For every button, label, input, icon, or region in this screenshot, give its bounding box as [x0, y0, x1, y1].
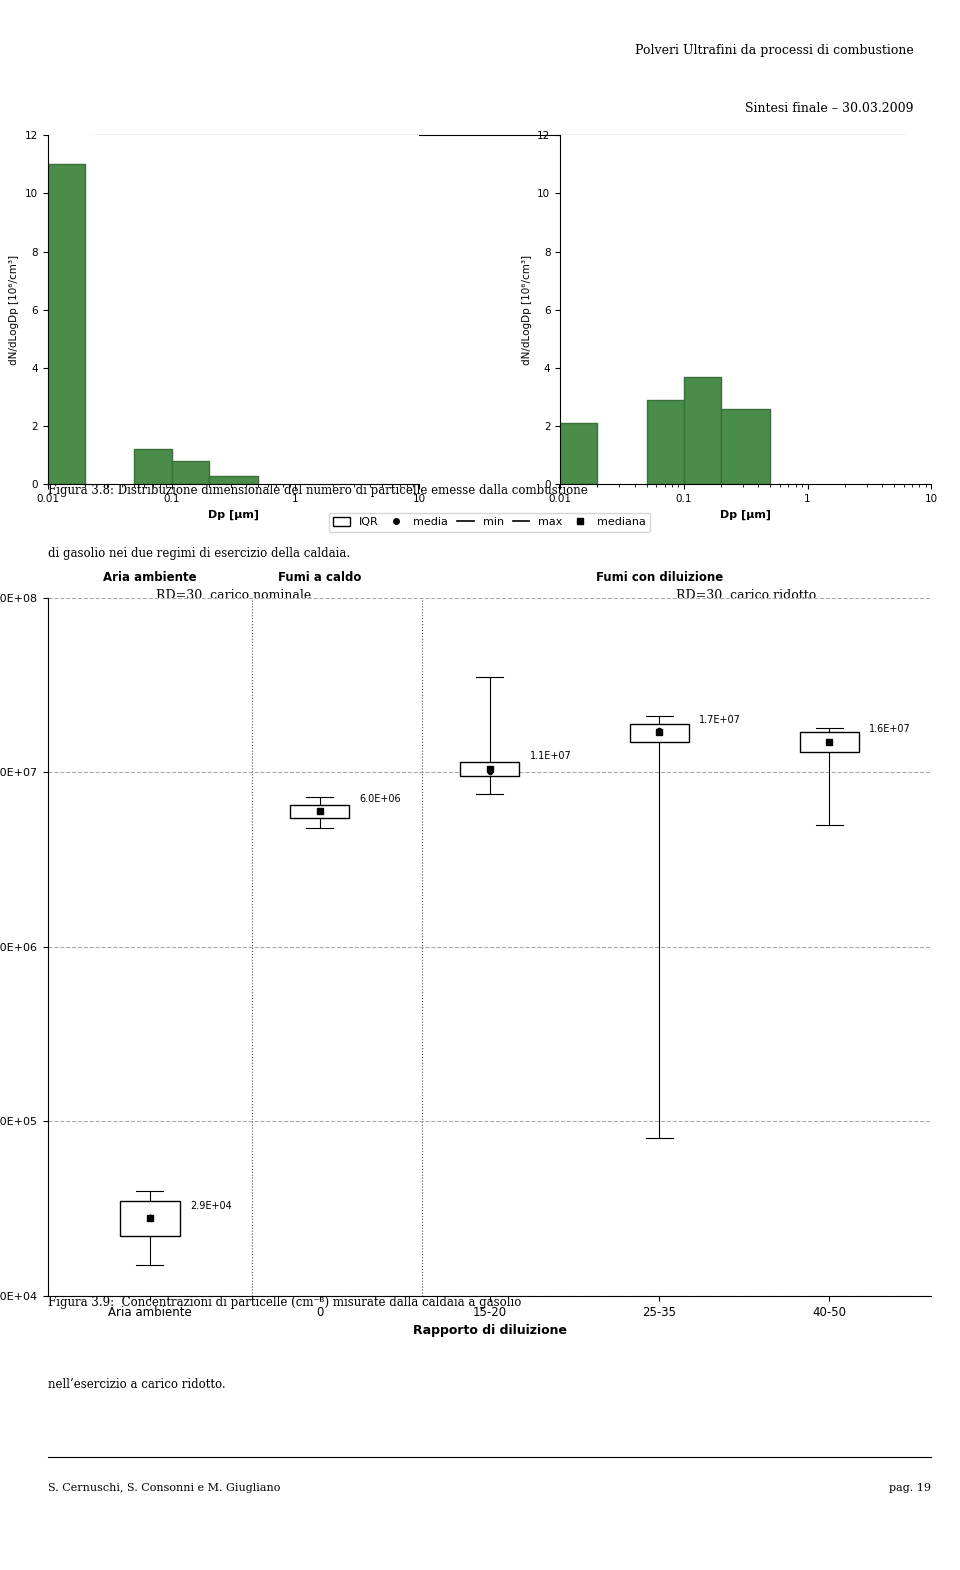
Text: Figura 3.8: Distribuzione dimensionale del numero di particelle emesse dalla com: Figura 3.8: Distribuzione dimensionale d… [48, 485, 588, 498]
Bar [460, 761, 519, 776]
Y-axis label: dN/dLogDp [10⁶/cm³]: dN/dLogDp [10⁶/cm³] [521, 254, 532, 364]
Text: Fumi con diluizione: Fumi con diluizione [596, 571, 723, 584]
Bar [120, 1201, 180, 1236]
Text: pag. 19: pag. 19 [889, 1484, 931, 1493]
Bar [684, 377, 721, 485]
Bar [48, 165, 85, 485]
Text: RD=30, carico nominale: RD=30, carico nominale [156, 589, 311, 601]
Bar [134, 449, 172, 485]
Bar [721, 408, 770, 485]
Text: Polveri Ultrafini da processi di combustione: Polveri Ultrafini da processi di combust… [635, 44, 914, 57]
Text: nell’esercizio a carico ridotto.: nell’esercizio a carico ridotto. [48, 1378, 226, 1391]
Text: 1.6E+07: 1.6E+07 [869, 724, 911, 735]
Text: 6.0E+06: 6.0E+06 [360, 794, 401, 804]
Text: S. Cernuschi, S. Consonni e M. Giugliano: S. Cernuschi, S. Consonni e M. Giugliano [48, 1484, 280, 1493]
X-axis label: Rapporto di diluizione: Rapporto di diluizione [413, 1324, 566, 1338]
X-axis label: Dp [μm]: Dp [μm] [720, 510, 771, 520]
Text: 2.9E+04: 2.9E+04 [190, 1201, 231, 1210]
Bar [630, 724, 689, 741]
Y-axis label: dN/dLogDp [10⁶/cm³]: dN/dLogDp [10⁶/cm³] [10, 254, 19, 364]
Bar [560, 424, 597, 485]
Bar [290, 805, 349, 818]
Text: Aria ambiente: Aria ambiente [103, 571, 197, 584]
Text: 1.1E+07: 1.1E+07 [530, 752, 571, 761]
Text: RD=30, carico ridotto: RD=30, carico ridotto [676, 589, 816, 601]
Bar [647, 400, 684, 485]
Text: Figura 3.9:  Concentrazioni di particelle (cm⁻³) misurate dalla caldaia a gasoli: Figura 3.9: Concentrazioni di particelle… [48, 1295, 521, 1309]
Text: 1.7E+07: 1.7E+07 [699, 714, 741, 725]
Bar [800, 732, 859, 752]
Bar [172, 462, 209, 485]
Text: Fumi a caldo: Fumi a caldo [278, 571, 362, 584]
X-axis label: Dp [μm]: Dp [μm] [208, 510, 259, 520]
Bar [209, 476, 258, 485]
Text: Sintesi finale – 30.03.2009: Sintesi finale – 30.03.2009 [745, 102, 914, 115]
Legend: IQR, media, min, max, mediana: IQR, media, min, max, mediana [329, 512, 650, 532]
Text: di gasolio nei due regimi di esercizio della caldaia.: di gasolio nei due regimi di esercizio d… [48, 546, 350, 560]
